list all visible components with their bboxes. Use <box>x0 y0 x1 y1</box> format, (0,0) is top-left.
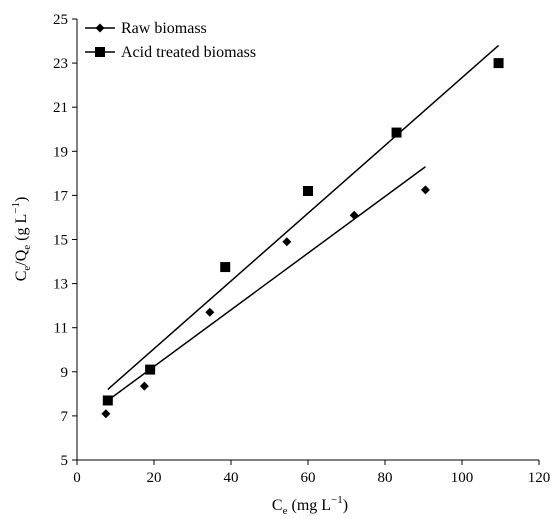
acid-treated-biomass-point <box>220 262 231 273</box>
acid-treated-biomass-point <box>102 395 113 406</box>
legend-marker-raw-biomass <box>95 23 105 33</box>
legend-label-raw-biomass: Raw biomass <box>121 20 207 37</box>
x-tick-label: 80 <box>378 470 393 486</box>
y-tick-label: 25 <box>53 12 68 28</box>
acid-treated-biomass-point <box>493 58 504 69</box>
axes: 0 20 40 60 80 100 120 5 7 9 11 13 15 17 19 21 23 25 <box>53 12 550 486</box>
x-tick-label: 0 <box>73 470 81 486</box>
acid-treated-biomass-point <box>303 185 313 196</box>
raw-biomass-point <box>139 381 149 391</box>
acid-treated-biomass-point <box>391 127 402 138</box>
y-tick-label: 15 <box>53 233 68 249</box>
acid-treated-biomass-point <box>145 364 156 375</box>
y-tick-label: 5 <box>61 453 69 469</box>
x-tick-label: 100 <box>451 470 474 486</box>
y-tick-label: 13 <box>53 277 68 293</box>
y-tick-label: 9 <box>61 365 69 381</box>
fit-lines <box>107 44 500 402</box>
y-axis-title: Ce/Qe (g L−1) <box>10 197 33 282</box>
legend-label-acid-treated-biomass: Acid treated biomass <box>121 44 256 61</box>
raw-biomass-point <box>282 237 292 247</box>
x-tick-label: 60 <box>301 470 316 486</box>
x-axis-title: Ce (mg L−1) <box>272 494 348 517</box>
legend-marker-acid-treated-biomass <box>95 47 105 57</box>
y-tick-label: 17 <box>53 188 69 204</box>
raw-biomass-point <box>420 185 430 195</box>
legend: Raw biomass Acid treated biomass <box>85 20 256 61</box>
raw-biomass-fit-line <box>107 166 426 402</box>
raw-biomass-point <box>349 210 359 220</box>
y-tick-label: 7 <box>61 409 69 425</box>
x-tick-label: 40 <box>224 470 239 486</box>
y-tick-label: 23 <box>53 56 68 72</box>
raw-biomass-point <box>101 409 111 419</box>
x-tick-label: 120 <box>528 470 551 486</box>
acid-treated-biomass-fit-line <box>107 44 500 391</box>
y-tick-label: 11 <box>54 321 68 337</box>
raw-biomass-point <box>205 307 215 317</box>
x-tick-label: 20 <box>147 470 162 486</box>
data-markers <box>101 58 504 419</box>
y-tick-label: 19 <box>53 144 68 160</box>
y-tick-label: 21 <box>53 100 68 116</box>
